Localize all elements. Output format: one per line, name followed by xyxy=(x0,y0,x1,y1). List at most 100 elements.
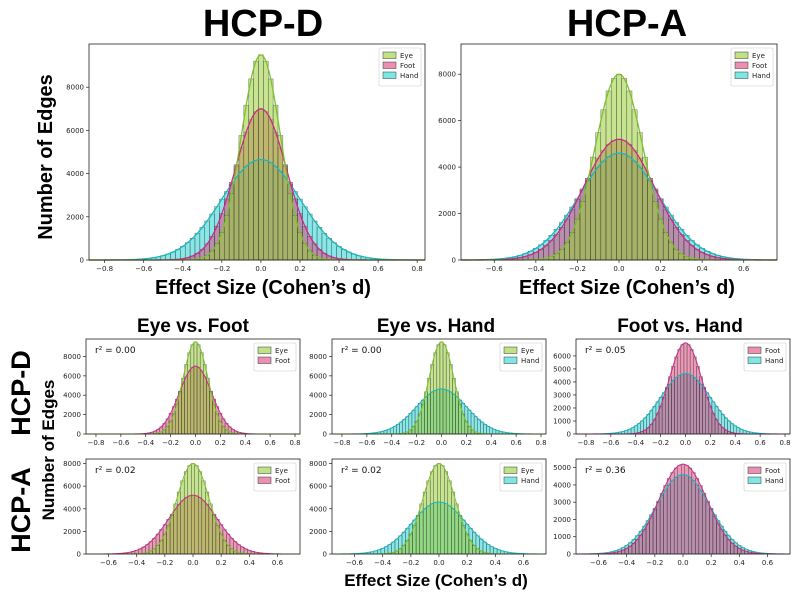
x-tick-label: 0.0 xyxy=(433,559,444,567)
legend-label-foot: Foot xyxy=(275,477,290,485)
bar-foot xyxy=(716,523,721,555)
histogram-hcp-a-foot-vs-hand: −0.6 −0.4 −0.2 0.0 0.2 0.4 0.6 0 1000 2000 3000 400… xyxy=(553,458,791,567)
y-tick-label: 2000 xyxy=(63,411,81,419)
legend-label-hand: Hand xyxy=(400,72,418,80)
bar-foot xyxy=(712,516,717,555)
y-tick-label: 5000 xyxy=(553,464,571,472)
legend-label-hand: Hand xyxy=(765,357,783,365)
bar-hand xyxy=(483,424,487,435)
bar-eye xyxy=(445,352,450,435)
legend-label-eye: Eye xyxy=(521,467,534,475)
bar-foot xyxy=(649,516,654,555)
x-tick-label: −0.8 xyxy=(87,439,104,447)
bar-eye xyxy=(205,491,210,555)
y-tick-label: 4000 xyxy=(438,164,456,172)
x-tick-label: 0.4 xyxy=(730,439,742,447)
top-ylabel: Number of Edges xyxy=(35,74,57,240)
bar-foot xyxy=(708,405,713,435)
legend-label-hand: Hand xyxy=(521,477,539,485)
bar-eye xyxy=(427,377,431,435)
bar-eye xyxy=(610,78,617,261)
bar-foot xyxy=(642,529,647,555)
y-tick-label: 0 xyxy=(567,431,571,439)
histogram-hcp-d-eye-vs-hand: −0.8 −0.6 −0.4 −0.2 0.0 0.2 0.4 0.6 0.8 0 2000 4000… xyxy=(309,338,547,447)
x-tick-label: 0.2 xyxy=(215,439,226,447)
bar-eye xyxy=(584,180,591,261)
bottom-xlabel: Effect Size (Cohen’s d) xyxy=(344,571,528,590)
bar-foot xyxy=(723,534,728,555)
bar-hand xyxy=(399,421,403,435)
x-tick-label: −0.4 xyxy=(128,559,146,567)
x-tick-label: −0.4 xyxy=(627,439,645,447)
x-tick-label: 0.6 xyxy=(511,439,523,447)
bar-foot xyxy=(683,342,688,435)
series-foot xyxy=(603,463,763,555)
bar-eye xyxy=(631,109,638,261)
bar-foot xyxy=(702,492,707,555)
legend-swatch-hand xyxy=(734,71,749,79)
x-tick-label: 0.4 xyxy=(490,559,502,567)
y-tick-label: 4000 xyxy=(63,505,81,513)
x-tick-label: −0.6 xyxy=(135,265,153,273)
y-tick-label: 2000 xyxy=(438,210,456,218)
bar-foot xyxy=(691,472,696,555)
y-tick-label: 4000 xyxy=(66,170,84,178)
bar-eye xyxy=(415,515,420,555)
x-tick-label: 0.6 xyxy=(738,265,750,273)
legend: Eye Foot Hand xyxy=(730,47,774,87)
kde-foot xyxy=(461,138,777,261)
x-tick-label: 0.4 xyxy=(244,559,256,567)
y-tick-label: 0 xyxy=(567,551,571,559)
y-tick-label: 6000 xyxy=(63,372,81,380)
bar-foot xyxy=(689,349,694,435)
bar-foot xyxy=(702,386,706,435)
histogram-hcp-a-eye-vs-hand: −0.6 −0.4 −0.2 0.0 0.2 0.4 0.6 0 2000 4000 6000 800… xyxy=(309,458,547,567)
bar-eye xyxy=(212,515,217,555)
x-tick-label: −0.2 xyxy=(156,559,173,567)
r-squared-annotation: r² = 0.00 xyxy=(95,346,136,356)
legend-swatch-hand xyxy=(747,476,762,484)
histogram-top-hcp-d: −0.8 −0.6 −0.4 −0.2 0.0 0.2 0.4 0.6 0.8 0 2000 4000… xyxy=(66,43,426,273)
x-tick-label: 0.4 xyxy=(734,559,746,567)
series-foot xyxy=(630,342,741,435)
legend: Foot Hand xyxy=(743,342,787,372)
legend-label-foot: Foot xyxy=(765,467,780,475)
legend-swatch-eye xyxy=(503,466,518,474)
bar-foot xyxy=(663,485,668,555)
legend-label-eye: Eye xyxy=(275,347,288,355)
legend-label-eye: Eye xyxy=(400,52,413,60)
legend-label-hand: Hand xyxy=(521,357,539,365)
kde-foot xyxy=(575,463,791,555)
bar-eye xyxy=(616,73,622,261)
x-tick-label: 0.0 xyxy=(190,439,201,447)
x-tick-label: 0.0 xyxy=(436,439,447,447)
legend-swatch-foot xyxy=(382,61,397,69)
bar-eye xyxy=(191,463,195,555)
bar-foot xyxy=(705,500,710,555)
x-tick-label: 0.2 xyxy=(655,265,666,273)
y-tick-label: 0 xyxy=(323,431,327,439)
y-tick-label: 0 xyxy=(77,551,81,559)
y-tick-label: 6000 xyxy=(309,372,327,380)
r-squared-annotation: r² = 0.02 xyxy=(95,466,136,476)
kde-hand xyxy=(461,152,777,261)
y-tick-label: 0 xyxy=(80,257,84,265)
bar-eye xyxy=(187,465,192,555)
bar-foot xyxy=(666,478,671,555)
bar-eye xyxy=(196,344,201,435)
bar-foot xyxy=(645,523,650,555)
bar-foot xyxy=(684,464,689,555)
bar-eye xyxy=(444,471,449,555)
x-tick-label: −0.8 xyxy=(96,265,113,273)
axes-frame xyxy=(575,338,791,435)
bar-foot xyxy=(635,539,640,555)
y-tick-label: 2000 xyxy=(309,528,327,536)
y-tick-label: 2000 xyxy=(553,404,571,412)
x-tick-label: 0.8 xyxy=(779,439,790,447)
legend-label-foot: Foot xyxy=(400,62,415,70)
row-label-hcp-a: HCP-A xyxy=(6,467,36,553)
title-hcp-a: HCP-A xyxy=(567,3,687,45)
x-tick-label: 0.4 xyxy=(333,265,345,273)
col-title-eye-hand: Eye vs. Hand xyxy=(377,316,495,337)
y-tick-label: 6000 xyxy=(309,483,327,491)
